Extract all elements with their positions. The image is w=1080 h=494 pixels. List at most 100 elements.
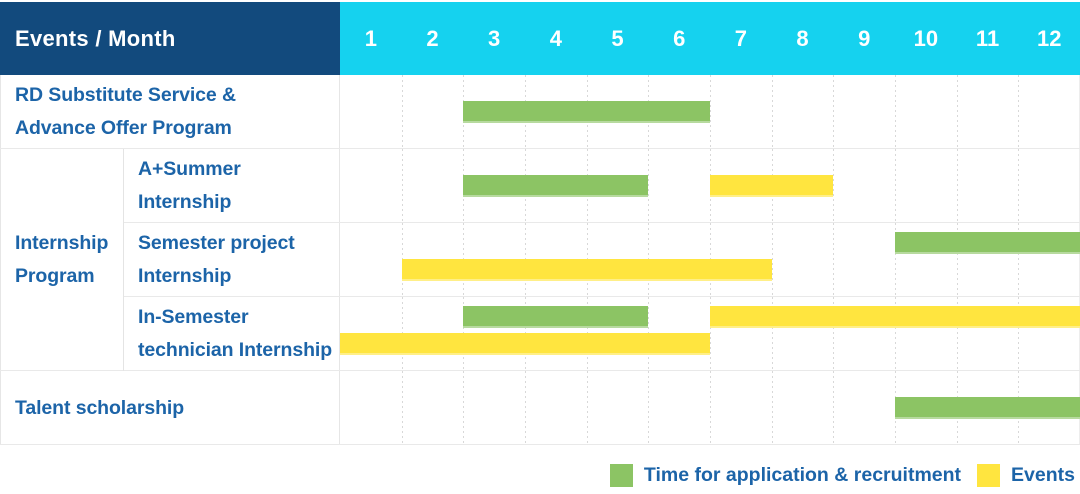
table-row-rd-substitute-service: RD Substitute Service & Advance Offer Pr… — [0, 75, 1080, 149]
month-gridline — [895, 149, 896, 223]
month-gridline — [525, 371, 526, 445]
month-label-1: 1 — [364, 25, 377, 51]
month-gridline — [895, 297, 896, 371]
bar-event — [401, 259, 772, 281]
month-gridline — [401, 75, 403, 149]
row-separator — [0, 148, 1080, 149]
row-separator — [124, 222, 1080, 223]
events-swatch-icon — [977, 464, 1001, 487]
bar-application-recruitment — [895, 397, 1080, 419]
month-gridline — [710, 371, 711, 445]
month-gridline — [771, 75, 773, 149]
month-gridline — [463, 371, 465, 445]
bar-application-recruitment — [463, 175, 649, 197]
legend-item-application-recruitment: Time for application & recruitment — [609, 464, 962, 487]
month-gridline — [956, 223, 958, 297]
row-timeline-rd-substitute-service — [340, 75, 1080, 149]
application-recruitment-swatch-icon — [609, 464, 633, 487]
row-label-talent-scholarship: Talent scholarship — [0, 371, 340, 445]
month-gridline — [895, 223, 896, 297]
group-label-line: Internship — [15, 232, 109, 254]
row-separator — [124, 296, 1080, 297]
bar-event — [710, 306, 1080, 328]
row-label-line: Semester project — [138, 232, 295, 254]
month-gridline — [833, 75, 835, 149]
bar-event — [710, 175, 834, 197]
row-label-line: Advance Offer Program — [15, 117, 232, 139]
row-label-line: A+Summer — [138, 158, 241, 180]
row-label-line: Internship — [138, 265, 232, 287]
month-gridline — [956, 297, 958, 371]
month-gridline — [648, 149, 650, 223]
row-timeline-in-semester-technician-internship — [340, 297, 1080, 371]
month-gridline — [710, 75, 711, 149]
bar-application-recruitment — [463, 101, 710, 123]
month-gridline — [401, 371, 403, 445]
month-gridline — [771, 371, 773, 445]
month-gridline — [956, 75, 958, 149]
bar-application-recruitment — [463, 306, 649, 328]
month-label-3: 3 — [488, 25, 501, 51]
month-gridline — [401, 149, 403, 223]
month-label-6: 6 — [673, 25, 686, 51]
row-timeline-talent-scholarship — [340, 371, 1080, 445]
month-gridline — [833, 371, 835, 445]
row-label-line: Talent scholarship — [15, 396, 185, 419]
month-label-7: 7 — [734, 25, 747, 51]
month-gridline — [833, 297, 835, 371]
legend-label: Events — [1011, 464, 1075, 486]
row-timeline-semester-project-internship — [340, 223, 1080, 297]
month-gridline — [771, 223, 773, 297]
month-gridline — [771, 297, 773, 371]
row-label-line: RD Substitute Service & — [15, 84, 236, 106]
table-row-a-plus-summer-internship: A+Summer Internship — [0, 149, 1080, 223]
events-month-header-cell: Events / Month — [0, 2, 340, 75]
table-header-row: Events / Month 1 2 3 4 5 6 7 8 9 10 11 12 — [0, 2, 1080, 75]
table-row-semester-project-internship: Semester project Internship — [0, 223, 1080, 297]
row-timeline-a-plus-summer-internship — [340, 149, 1080, 223]
month-gridline — [833, 223, 835, 297]
label-grid-divider — [339, 75, 340, 445]
month-label-2: 2 — [426, 25, 439, 51]
table-body: RD Substitute Service & Advance Offer Pr… — [0, 75, 1080, 445]
month-label-10: 10 — [913, 25, 939, 51]
month-gridline — [1018, 149, 1020, 223]
table-bottom-border — [0, 444, 1080, 445]
row-label-line: technician Internship — [138, 339, 333, 361]
bar-event — [340, 333, 710, 355]
month-gridline — [956, 149, 958, 223]
row-label-in-semester-technician-internship: In-Semester technician Internship — [124, 297, 340, 371]
row-label-line: Internship — [138, 191, 232, 213]
month-gridline — [895, 75, 896, 149]
legend-item-events: Events — [977, 464, 1075, 487]
row-label-semester-project-internship: Semester project Internship — [124, 223, 340, 297]
row-label-line: In-Semester — [138, 306, 249, 328]
month-gridline — [833, 149, 835, 223]
month-gridline — [1018, 223, 1020, 297]
month-gridline — [586, 371, 588, 445]
month-gridline — [1018, 297, 1020, 371]
row-label-rd-substitute-service: RD Substitute Service & Advance Offer Pr… — [0, 75, 340, 149]
month-label-11: 11 — [975, 25, 1000, 51]
month-label-12: 12 — [1036, 25, 1062, 51]
table-row-talent-scholarship: Talent scholarship — [0, 371, 1080, 445]
legend-label: Time for application & recruitment — [643, 464, 962, 486]
month-label-8: 8 — [796, 25, 809, 51]
legend: Time for application & recruitment Event… — [609, 464, 1075, 487]
table-row-in-semester-technician-internship: In-Semester technician Internship — [0, 297, 1080, 371]
month-gridline — [648, 371, 650, 445]
group-label-line: Program — [15, 265, 95, 287]
group-label-internship-program: Internship Program — [0, 149, 124, 371]
row-separator — [0, 370, 1080, 371]
month-label-5: 5 — [611, 25, 624, 51]
month-label-4: 4 — [549, 25, 562, 51]
month-gridline — [1018, 75, 1020, 149]
bar-application-recruitment — [895, 232, 1080, 254]
row-label-a-plus-summer-internship: A+Summer Internship — [124, 149, 340, 223]
gantt-table: Events / Month 1 2 3 4 5 6 7 8 9 10 11 12 RD Substi… — [0, 2, 1080, 445]
month-label-9: 9 — [858, 25, 871, 51]
table-left-border — [0, 75, 1, 445]
month-gridline — [710, 297, 711, 371]
month-header-band: 1 2 3 4 5 6 7 8 9 10 11 12 — [340, 2, 1080, 75]
